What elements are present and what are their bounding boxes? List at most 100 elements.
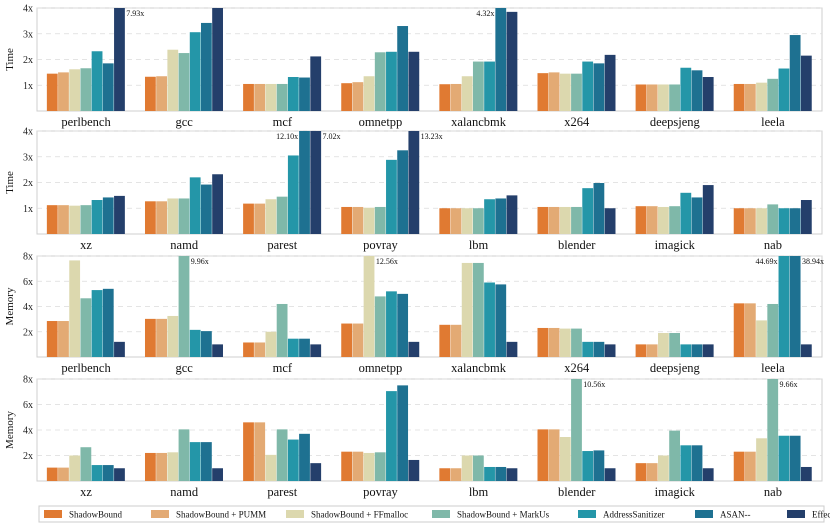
bar-xz-s2 [69,205,81,234]
bar-gcc-s2 [167,49,179,111]
bar-blender-s6 [604,468,616,481]
y-axis-label: Memory [4,287,16,325]
bar-leela-s2 [756,320,767,357]
bar-nab-s0 [733,451,745,481]
bar-x264-s6 [604,344,616,357]
y-axis-label: Time [4,171,16,194]
bar-povray-s1 [352,451,364,481]
bar-xz-s0 [46,205,58,234]
bar-imagick-s1 [646,206,658,234]
bar-deepsjeng-s5 [691,70,703,111]
bar-nab-s4 [778,208,790,234]
category-label: blender [558,485,596,499]
bar-imagick-s2 [658,455,669,481]
category-label: namd [170,485,199,499]
category-label: imagick [655,485,696,499]
bar-xz-s2 [69,455,81,481]
bar-omnetpp-s2 [363,256,375,357]
y-axis-label: Memory [4,411,16,449]
bar-gcc-s5 [200,22,212,112]
category-label: x264 [564,115,590,129]
bar-gcc-s4 [189,329,201,357]
bar-leela-s3 [767,78,779,111]
bar-povray-s2 [363,452,375,481]
bar-leela-s0 [733,303,745,357]
bar-imagick-s0 [635,206,647,234]
bar-namd-s3 [178,429,190,481]
bar-parest-s1 [254,422,266,481]
bar-povray-s6 [408,459,420,481]
bar-blender-s5 [593,183,605,234]
legend-label: ShadowBound [69,510,123,520]
bar-povray-s4 [386,391,397,481]
bar-leela-s5 [789,256,801,357]
bar-blender-s0 [537,206,549,234]
bar-value-annotation: 9.96x [191,257,209,266]
category-label: xalancbmk [451,361,507,375]
bar-parest-s5 [299,433,310,481]
bar-gcc-s0 [144,318,156,357]
category-label: xz [80,485,92,499]
bar-xz-s1 [58,467,69,481]
bar-imagick-s6 [702,468,714,481]
bar-mcf-s0 [243,83,254,111]
bar-povray-s6 [408,131,420,234]
bar-povray-s5 [397,385,409,481]
bar-lbm-s3 [472,208,484,234]
bar-xalancbmk-s2 [461,76,473,111]
bar-value-annotation: 7.02x [323,132,341,141]
bar-x264-s2 [559,328,571,357]
bar-lbm-s4 [484,199,495,234]
bar-omnetpp-s4 [386,51,397,111]
bar-gcc-s6 [212,8,223,111]
y-tick-label: 2x [23,451,33,462]
category-label: namd [170,238,199,252]
bar-namd-s3 [178,198,190,234]
bar-lbm-s5 [495,466,507,481]
bar-perlbench-s3 [80,298,92,357]
category-label: nab [764,238,782,252]
bar-povray-s2 [363,207,375,234]
y-axis-label: Time [4,48,16,71]
bar-mcf-s0 [243,342,254,357]
bar-deepsjeng-s1 [646,344,658,357]
bar-leela-s6 [800,55,812,111]
bar-imagick-s5 [691,197,703,234]
bar-deepsjeng-s2 [658,84,669,111]
bar-omnetpp-s4 [386,291,397,357]
y-tick-label: 1x [23,204,33,215]
y-tick-label: 8x [23,252,33,263]
legend-label: ShadowBound + PUMM [176,510,266,520]
bar-parest-s4 [287,155,299,234]
bar-value-annotation: 10.56x [583,380,605,389]
bar-x264-s3 [571,73,582,111]
bar-mcf-s6 [310,344,322,357]
bar-parest-s0 [243,203,254,234]
bar-xalancbmk-s3 [472,61,484,111]
bar-blender-s3 [571,206,582,234]
bar-perlbench-s6 [114,8,125,111]
bar-deepsjeng-s5 [691,344,703,357]
category-label: mcf [273,115,293,129]
bar-povray-s0 [341,206,353,234]
bar-nab-s3 [767,204,779,234]
bar-omnetpp-s5 [397,26,409,111]
category-label: imagick [655,238,696,252]
bar-deepsjeng-s6 [702,344,714,357]
bar-omnetpp-s0 [341,323,353,357]
bar-xz-s4 [91,465,103,481]
bar-value-annotation: 13.23x [421,132,443,141]
category-label: lbm [469,485,489,499]
bar-x264-s1 [548,327,560,357]
bar-gcc-s2 [167,315,179,357]
bar-x264-s4 [582,341,594,357]
y-tick-label: 4x [23,4,33,15]
bar-lbm-s6 [506,195,518,234]
bar-parest-s6 [310,131,322,234]
bar-parest-s3 [276,429,288,481]
legend-label: ShadowBound + FFmalloc [311,510,408,520]
legend-swatch-0 [44,510,62,518]
y-tick-label: 3x [23,152,33,163]
bar-namd-s2 [167,452,179,481]
